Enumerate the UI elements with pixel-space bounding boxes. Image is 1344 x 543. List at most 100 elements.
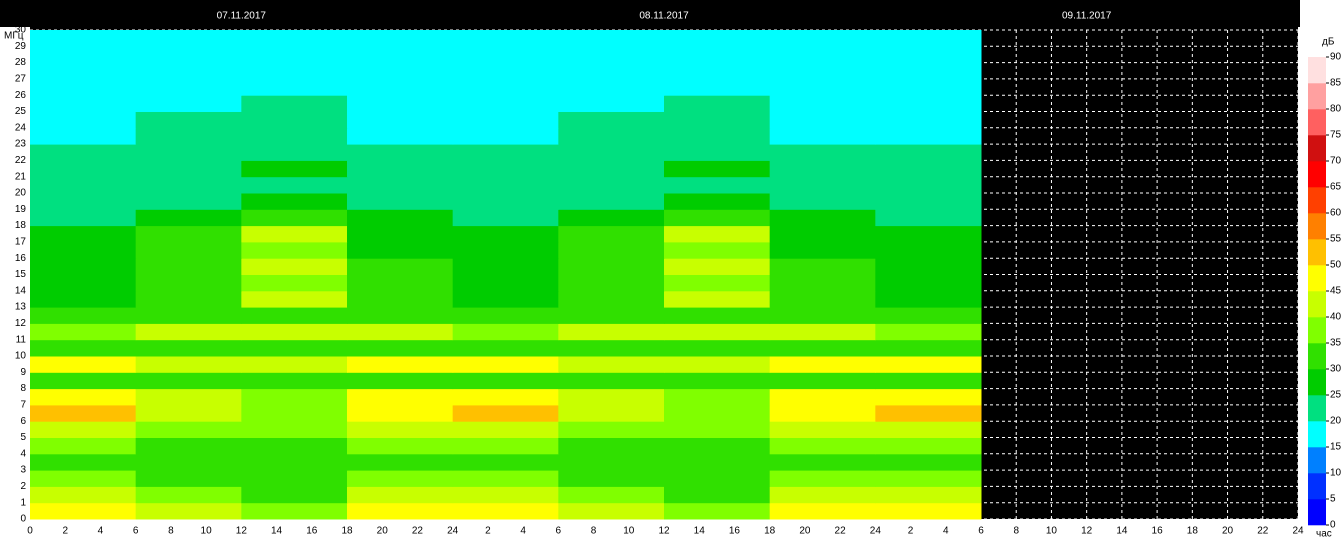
colorbar-tick-label: 10: [1330, 468, 1342, 479]
heatmap-cell: [347, 144, 453, 161]
x-tick-label: 12: [236, 526, 248, 537]
heatmap-cell: [770, 63, 876, 80]
heatmap-cell: [770, 258, 876, 275]
heatmap-cell: [30, 63, 136, 80]
x-tick-label: 16: [1152, 526, 1164, 537]
heatmap-cell: [453, 79, 559, 96]
heatmap-cell: [770, 405, 876, 422]
heatmap-cell: [347, 454, 453, 471]
y-tick-label: 30: [15, 25, 27, 36]
heatmap-cell: [558, 112, 664, 129]
heatmap-cell: [347, 112, 453, 129]
heatmap-cell: [136, 95, 242, 112]
y-tick-label: 29: [15, 41, 27, 52]
colorbar-tick-label: 40: [1330, 312, 1342, 323]
heatmap-cell: [558, 421, 664, 438]
x-tick-label: 24: [447, 526, 459, 537]
heatmap-cell: [664, 160, 770, 177]
heatmap-cell: [241, 454, 347, 471]
heatmap-cell: [664, 193, 770, 210]
x-tick-label: 6: [556, 526, 562, 537]
colorbar-segment: [1308, 83, 1326, 109]
heatmap-cell: [30, 144, 136, 161]
heatmap-cell: [453, 95, 559, 112]
heatmap-cell: [347, 193, 453, 210]
heatmap-cell: [770, 291, 876, 308]
heatmap-cell: [30, 307, 136, 324]
heatmap-cell: [453, 454, 559, 471]
heatmap-cell: [453, 291, 559, 308]
colorbar-segment: [1308, 343, 1326, 369]
heatmap-cell: [453, 503, 559, 520]
heatmap-cell: [875, 258, 981, 275]
heatmap-cell: [136, 209, 242, 226]
heatmap-cell: [875, 340, 981, 357]
x-tick-label: 14: [694, 526, 706, 537]
x-tick-label: 18: [1187, 526, 1199, 537]
heatmap-cell: [664, 63, 770, 80]
heatmap-cell: [664, 356, 770, 373]
x-tick-label: 24: [1292, 526, 1304, 537]
x-tick-label: 16: [306, 526, 318, 537]
x-tick-label: 4: [943, 526, 949, 537]
heatmap-cell: [453, 405, 559, 422]
heatmap-cell: [30, 128, 136, 145]
heatmap-cell: [30, 258, 136, 275]
heatmap-cell: [875, 30, 981, 47]
heatmap-cell: [558, 307, 664, 324]
heatmap-cell: [558, 46, 664, 63]
y-tick-label: 19: [15, 204, 27, 215]
y-tick-label: 6: [20, 416, 26, 427]
y-tick-label: 8: [20, 383, 26, 394]
heatmap-cell: [453, 128, 559, 145]
heatmap-cell: [770, 128, 876, 145]
heatmap-cell: [453, 258, 559, 275]
heatmap-cell: [347, 242, 453, 259]
y-tick-label: 3: [20, 465, 26, 476]
heatmap-cell: [30, 372, 136, 389]
heatmap-cell: [770, 177, 876, 194]
heatmap-cell: [347, 95, 453, 112]
heatmap-cell: [453, 46, 559, 63]
heatmap-cell: [664, 177, 770, 194]
heatmap-cell: [453, 470, 559, 487]
heatmap-cell: [347, 307, 453, 324]
x-tick-label: 20: [1222, 526, 1234, 537]
heatmap-cell: [558, 389, 664, 406]
heatmap-cell: [875, 503, 981, 520]
heatmap-cell: [241, 323, 347, 340]
heatmap-cell: [347, 128, 453, 145]
y-tick-label: 17: [15, 237, 27, 248]
colorbar-tick-label: 80: [1330, 104, 1342, 115]
heatmap-cell: [453, 323, 559, 340]
page: МГц час дБ 02468101214161820222424681012…: [0, 0, 1344, 543]
heatmap-cell: [347, 486, 453, 503]
date-label: 07.11.2017: [217, 11, 267, 22]
colorbar-tick-label: 20: [1330, 416, 1342, 427]
heatmap-cell: [664, 389, 770, 406]
heatmap-cell: [558, 242, 664, 259]
heatmap-cell: [347, 438, 453, 455]
y-tick-label: 24: [15, 122, 27, 133]
heatmap-cell: [136, 389, 242, 406]
colorbar-tick-label: 30: [1330, 364, 1342, 375]
date-label: 08.11.2017: [639, 11, 689, 22]
heatmap-cell: [347, 79, 453, 96]
y-tick-label: 26: [15, 90, 27, 101]
heatmap-cell: [875, 95, 981, 112]
heatmap-cell: [241, 242, 347, 259]
heatmap-cell: [453, 356, 559, 373]
heatmap-cell: [558, 79, 664, 96]
y-tick-label: 2: [20, 481, 26, 492]
y-tick-label: 18: [15, 220, 27, 231]
colorbar-segment: [1308, 369, 1326, 395]
heatmap-cell: [664, 307, 770, 324]
heatmap-cell: [136, 421, 242, 438]
heatmap-cell: [664, 112, 770, 129]
y-tick-label: 7: [20, 400, 26, 411]
heatmap-cell: [664, 258, 770, 275]
heatmap-cell: [875, 438, 981, 455]
heatmap-cell: [664, 421, 770, 438]
heatmap-cell: [558, 209, 664, 226]
colorbar-tick-label: 65: [1330, 182, 1342, 193]
